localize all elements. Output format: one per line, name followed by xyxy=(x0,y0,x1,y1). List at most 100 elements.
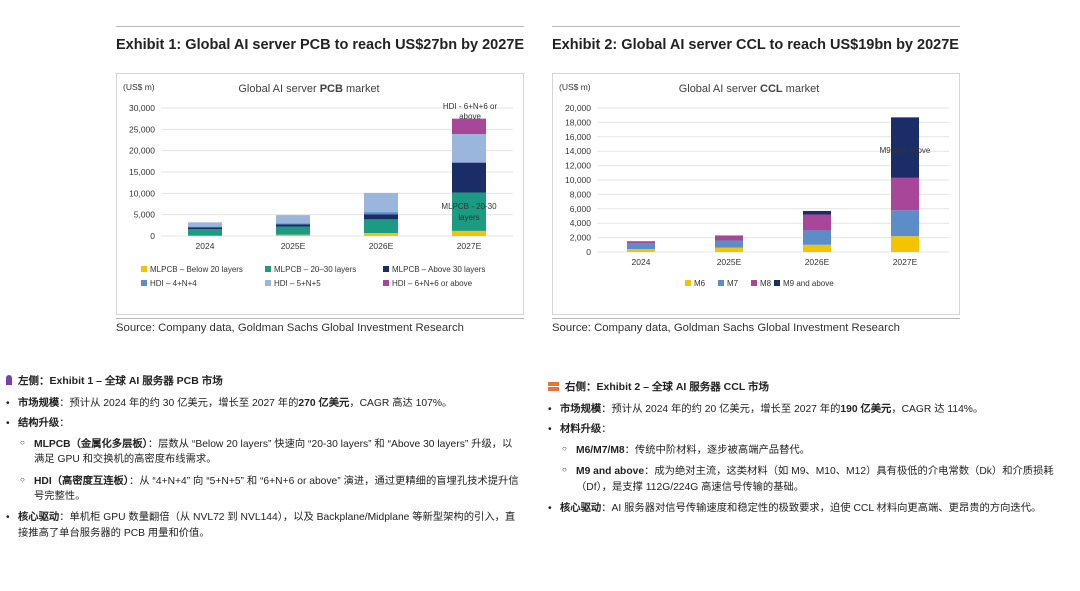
bar-segment xyxy=(276,234,310,236)
y-tick-label: 8,000 xyxy=(570,189,592,199)
bar-segment xyxy=(627,249,655,252)
legend-swatch xyxy=(141,266,147,272)
bar-segment xyxy=(715,247,743,252)
legend-label: M7 xyxy=(727,279,739,288)
chart-title: Global AI server CCL market xyxy=(679,83,820,95)
ccl-chart: Global AI server CCL market (US$ m) 0 2,000… xyxy=(559,82,949,288)
bar-segment xyxy=(891,210,919,237)
x-tick-label: 2024 xyxy=(196,241,215,251)
legend-swatch xyxy=(751,280,757,286)
bar-segment xyxy=(364,214,398,220)
exhibit-title: Exhibit 2: Global AI server CCL to reach… xyxy=(552,37,959,53)
source-note: Source: Company data, Goldman Sachs Glob… xyxy=(552,322,900,334)
legend-swatch xyxy=(141,280,147,286)
bar-segment xyxy=(364,212,398,215)
bar-segment xyxy=(803,210,831,215)
chart-annotation: M9 and above xyxy=(880,146,931,155)
notes-heading: 左侧：Exhibit 1 – 全球 AI 服务器 PCB 市场 xyxy=(6,374,520,390)
bullet-driver: 核心驱动：单机柜 GPU 数量翻倍（从 NVL72 到 NVL144），以及 B… xyxy=(6,510,520,541)
pin-icon xyxy=(6,375,12,385)
pcb-chart-frame: Global AI server PCB market (US$ m) 0 5,000… xyxy=(116,73,524,315)
bar-segment xyxy=(188,227,222,230)
x-tick-label: 2027E xyxy=(457,241,482,251)
exhibit-1: Exhibit 1: Global AI server PCB to reach… xyxy=(116,26,525,334)
bullet-market-size: 市场规模：预计从 2024 年的约 30 亿美元，增长至 2027 年的270 … xyxy=(6,396,520,412)
y-tick-label: 25,000 xyxy=(129,124,155,134)
bar-segment xyxy=(452,230,486,236)
y-tick-label: 12,000 xyxy=(565,161,591,171)
y-tick-label: 4,000 xyxy=(570,218,592,228)
x-tick-label: 2024 xyxy=(632,257,651,267)
bar-segment xyxy=(276,224,310,227)
sub-m9: M9 and above：成为绝对主流，这类材料（如 M9、M10、M12）具有… xyxy=(548,464,1068,495)
source-note: Source: Company data, Goldman Sachs Glob… xyxy=(116,322,464,334)
y-tick-label: 16,000 xyxy=(565,132,591,142)
bar-segment xyxy=(452,192,486,231)
y-tick-label: 30,000 xyxy=(129,103,155,113)
bar-segment xyxy=(188,229,222,236)
ccl-chart-frame: Global AI server CCL market (US$ m) 0 2,000… xyxy=(552,73,960,315)
sub-mlpcb: MLPCB（金属化多层板）：层数从 “Below 20 layers” 快速向 … xyxy=(6,437,520,468)
top-rule xyxy=(552,26,960,27)
legend-swatch xyxy=(718,280,724,286)
sub-m6-m8: M6/M7/M8：传统中阶材料，逐步被高端产品替代。 xyxy=(548,443,1068,458)
chart-annotation: above xyxy=(459,112,481,121)
bar-segment xyxy=(891,117,919,178)
bar-segment xyxy=(364,192,398,213)
bar-segment xyxy=(452,162,486,193)
y-tick-label: 2,000 xyxy=(570,233,592,243)
bar-segment xyxy=(364,233,398,236)
y-tick-label: 15,000 xyxy=(129,167,155,177)
chart-title: Global AI server PCB market xyxy=(238,83,379,95)
x-tick-label: 2026E xyxy=(805,257,830,267)
notes-heading: 右侧：Exhibit 2 – 全球 AI 服务器 CCL 市场 xyxy=(548,380,1068,396)
y-tick-label: 10,000 xyxy=(129,188,155,198)
bullet-material: 材料升级： xyxy=(548,422,1068,438)
exhibit-title: Exhibit 1: Global AI server PCB to reach… xyxy=(116,37,525,53)
legend-label: HDI – 6+N+6 or above xyxy=(392,279,473,288)
notes-right: 右侧：Exhibit 2 – 全球 AI 服务器 CCL 市场 市场规模：预计从… xyxy=(548,380,1068,521)
top-rule xyxy=(116,26,524,27)
bar-segment xyxy=(276,226,310,235)
bar-segment xyxy=(188,222,222,227)
bar-segment xyxy=(452,134,486,163)
x-tick-label: 2025E xyxy=(281,241,306,251)
bar-segment xyxy=(715,240,743,248)
y-tick-label: 20,000 xyxy=(565,103,591,113)
legend-label: MLPCB – Above 30 layers xyxy=(392,265,485,274)
y-tick-label: 6,000 xyxy=(570,204,592,214)
bar-segment xyxy=(803,214,831,231)
legend-label: M9 and above xyxy=(783,279,834,288)
bar-segment xyxy=(803,230,831,245)
bottom-rule xyxy=(116,318,524,319)
bar-segment xyxy=(276,215,310,224)
x-tick-label: 2027E xyxy=(893,257,918,267)
bar-segment xyxy=(803,244,831,252)
bar-segment xyxy=(715,235,743,241)
chart-annotation: layers xyxy=(458,213,479,222)
y-axis-label: (US$ m) xyxy=(123,82,155,92)
bullet-driver: 核心驱动：AI 服务器对信号传输速度和稳定性的极致要求，迫使 CCL 材料向更高… xyxy=(548,501,1068,517)
bar-segment xyxy=(891,236,919,252)
pcb-chart: Global AI server PCB market (US$ m) 0 5,000… xyxy=(123,82,513,288)
chart-annotation: MLPCB - 20-30 xyxy=(441,202,497,211)
bar-segment xyxy=(276,223,310,225)
sub-hdi: HDI（高密度互连板）：从 “4+N+4” 向 “5+N+5” 和 “6+N+6… xyxy=(6,474,520,505)
exhibit-2: Exhibit 2: Global AI server CCL to reach… xyxy=(552,26,960,334)
legend-swatch xyxy=(265,266,271,272)
legend-swatch xyxy=(685,280,691,286)
y-tick-label: 18,000 xyxy=(565,117,591,127)
y-tick-label: 14,000 xyxy=(565,146,591,156)
legend-label: HDI – 4+N+4 xyxy=(150,279,197,288)
legend-label: M6 xyxy=(694,279,706,288)
bottom-rule xyxy=(552,318,960,319)
bar-segment xyxy=(891,177,919,211)
bar-segment xyxy=(452,118,486,135)
legend-swatch xyxy=(383,266,389,272)
chart-annotation: HDI - 6+N+6 or xyxy=(443,102,498,111)
bullet-structure: 结构升级： xyxy=(6,416,520,432)
legend-swatch xyxy=(383,280,389,286)
notes-left: 左侧：Exhibit 1 – 全球 AI 服务器 PCB 市场 市场规模：预计从… xyxy=(6,374,520,546)
y-tick-label: 0 xyxy=(586,247,591,257)
bar-segment xyxy=(364,219,398,234)
